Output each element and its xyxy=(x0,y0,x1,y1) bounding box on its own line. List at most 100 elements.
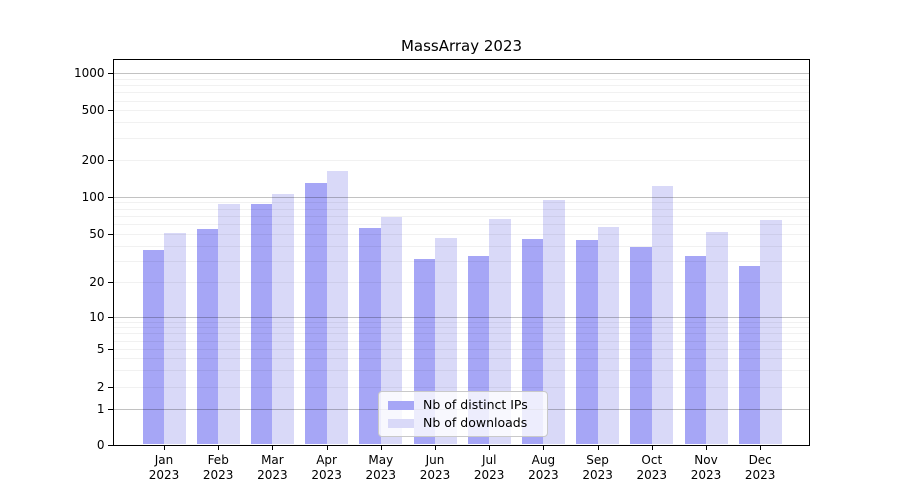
bar-downloads-jan xyxy=(164,232,186,445)
bar-distinct-ips-may xyxy=(359,227,381,445)
bar-distinct-ips-apr xyxy=(305,182,327,445)
y-tick-mark xyxy=(107,444,114,446)
y-gridline-minor xyxy=(113,100,810,102)
x-tick-mark xyxy=(326,445,328,450)
x-tick-label-mar: Mar 2023 xyxy=(257,452,288,482)
x-tick-mark xyxy=(272,445,274,450)
y-gridline-minor xyxy=(113,282,810,284)
y-gridline-minor xyxy=(113,370,810,372)
y-gridline-minor xyxy=(113,138,810,139)
y-tick-mark xyxy=(107,196,114,198)
y-tick-label-0: 0 xyxy=(96,437,105,452)
y-gridline-minor xyxy=(113,321,810,323)
y-tick-mark xyxy=(107,160,114,161)
y-tick-mark xyxy=(107,316,114,318)
bar-downloads-mar xyxy=(272,194,294,445)
y-tick-mark xyxy=(107,282,114,284)
chart-title: MassArray 2023 xyxy=(400,37,523,55)
x-tick-mark xyxy=(164,445,165,450)
y-gridline-minor xyxy=(113,387,810,388)
y-tick-label-1: 1 xyxy=(96,402,105,416)
x-tick-label-jul: Jul 2023 xyxy=(473,452,505,482)
legend: Nb of distinct IPs Nb of downloads xyxy=(378,391,548,437)
y-gridline-minor xyxy=(113,122,810,124)
x-tick-label-jan: Jan 2023 xyxy=(148,452,180,482)
y-gridline-major xyxy=(113,196,810,198)
y-tick-label-5: 5 xyxy=(96,342,105,356)
y-tick-label-10: 10 xyxy=(89,309,105,324)
bar-distinct-ips-sep xyxy=(576,240,598,445)
bar-distinct-ips-jan xyxy=(142,249,164,445)
y-gridline-minor xyxy=(113,349,810,350)
bar-distinct-ips-feb xyxy=(196,228,219,445)
bar-distinct-ips-nov xyxy=(684,255,706,445)
y-tick-label-100: 100 xyxy=(81,189,105,204)
x-tick-mark xyxy=(543,445,545,450)
bar-downloads-aug xyxy=(543,200,565,445)
x-tick-mark xyxy=(760,445,762,450)
y-gridline-minor xyxy=(113,85,810,87)
bar-distinct-ips-mar xyxy=(250,203,273,445)
y-tick-label-500: 500 xyxy=(81,103,105,118)
legend-label-downloads: Nb of downloads xyxy=(423,415,528,430)
bar-downloads-nov xyxy=(706,231,728,445)
x-tick-mark xyxy=(706,445,707,450)
bar-downloads-feb xyxy=(218,203,240,445)
bar-downloads-apr xyxy=(326,170,349,445)
y-tick-mark xyxy=(107,387,114,388)
legend-item-distinct-ips: Nb of distinct IPs xyxy=(388,398,538,412)
y-gridline-minor xyxy=(113,208,810,210)
y-gridline-minor xyxy=(113,333,810,335)
x-tick-label-dec: Dec 2023 xyxy=(744,452,776,482)
bar-distinct-ips-dec xyxy=(738,266,761,445)
y-gridline-minor xyxy=(113,160,810,161)
y-gridline-minor xyxy=(113,92,810,94)
bar-downloads-jul xyxy=(489,218,511,445)
y-tick-label-200: 200 xyxy=(81,153,105,167)
y-tick-mark xyxy=(107,73,114,75)
x-tick-mark xyxy=(597,445,599,450)
y-tick-mark xyxy=(107,233,114,235)
y-gridline-minor xyxy=(113,78,810,80)
x-tick-label-oct: Oct 2023 xyxy=(636,452,668,482)
bar-downloads-may xyxy=(380,217,403,445)
y-gridline-minor xyxy=(113,202,810,204)
y-gridline-minor xyxy=(113,358,810,360)
legend-swatch-distinct-ips xyxy=(388,400,414,410)
bar-downloads-oct xyxy=(651,186,674,445)
y-tick-mark xyxy=(107,110,114,112)
y-gridline-minor xyxy=(113,327,810,329)
legend-item-downloads: Nb of downloads xyxy=(388,416,538,430)
legend-label-distinct-ips: Nb of distinct IPs xyxy=(423,397,528,412)
y-gridline-minor xyxy=(113,340,810,342)
x-tick-mark xyxy=(435,445,436,450)
y-gridline-major xyxy=(113,73,810,75)
y-gridline-minor xyxy=(113,223,810,225)
y-tick-mark xyxy=(107,349,114,350)
x-tick-label-may: May 2023 xyxy=(365,452,397,482)
y-tick-label-50: 50 xyxy=(89,226,105,241)
bar-downloads-sep xyxy=(597,226,620,445)
y-gridline-major xyxy=(113,316,810,318)
x-tick-label-nov: Nov 2023 xyxy=(690,452,722,482)
legend-swatch-downloads xyxy=(388,418,414,428)
x-tick-mark xyxy=(218,445,220,450)
y-gridline-minor xyxy=(113,215,810,217)
y-gridline-minor xyxy=(113,260,810,262)
y-tick-label-20: 20 xyxy=(89,275,105,290)
x-tick-label-aug: Aug 2023 xyxy=(528,452,559,482)
x-tick-mark xyxy=(489,445,491,450)
y-gridline-minor xyxy=(113,110,810,112)
y-tick-label-2: 2 xyxy=(96,380,105,394)
y-gridline-minor xyxy=(113,233,810,235)
x-tick-label-feb: Feb 2023 xyxy=(202,452,234,482)
bar-distinct-ips-oct xyxy=(630,246,652,445)
bar-downloads-dec xyxy=(760,219,782,445)
x-tick-label-apr: Apr 2023 xyxy=(311,452,342,482)
y-tick-mark xyxy=(107,409,114,410)
x-tick-mark xyxy=(651,445,653,450)
x-tick-label-sep: Sep 2023 xyxy=(582,452,613,482)
x-tick-mark xyxy=(380,445,382,450)
y-gridline-minor xyxy=(113,245,810,247)
